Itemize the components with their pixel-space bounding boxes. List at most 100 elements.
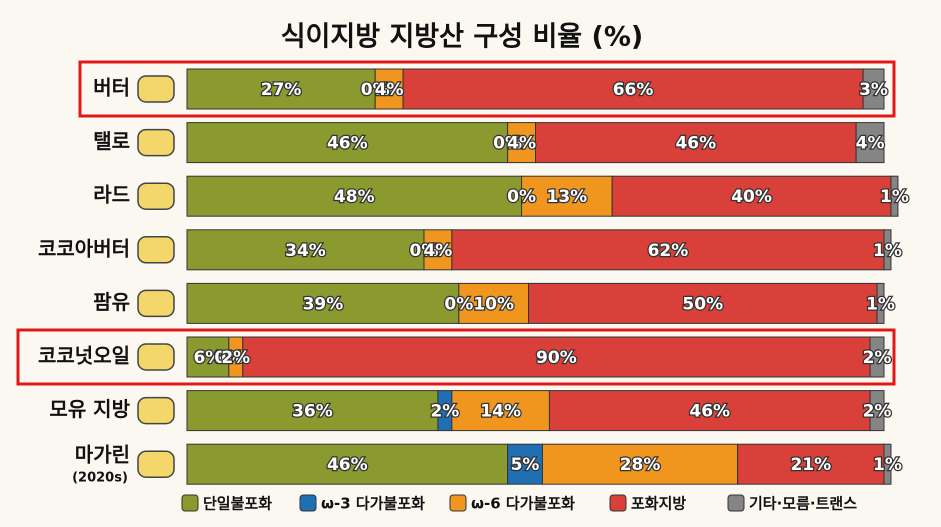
category-label: 팜유 [93,290,130,314]
legend-swatch [609,494,627,512]
bar-segment [883,443,892,485]
data-label: 4% [507,134,536,154]
icon [137,289,175,318]
data-label: 2% [863,402,892,422]
data-label: 48% [334,187,375,207]
icon [137,182,175,210]
bar-segment [451,229,885,271]
legend-swatch [727,494,745,512]
data-label: 50% [682,294,723,314]
bar-segment [535,122,857,164]
bar-segment [883,229,892,271]
bar-segment [507,122,536,164]
bar-segment [458,282,530,324]
data-label: 13% [547,187,588,207]
bar-segment [890,175,899,217]
data-label: 1% [880,187,909,207]
data-label: 21% [790,455,831,475]
data-label: 4% [856,134,885,154]
bar-segment [402,68,864,110]
data-label: 5% [511,455,540,475]
icon [137,75,175,103]
bar-segment [737,443,885,485]
highlight-box [16,328,896,386]
bar-segment [507,443,543,485]
category-label: 코코아버터 [38,236,130,260]
bar-segment [451,390,550,432]
data-label: 39% [303,294,344,314]
legend-label: 기타·모름·트랜스 [749,495,857,513]
bar-segment [869,336,885,378]
icon [137,450,175,478]
data-label: 90% [536,348,577,368]
data-label: 3% [859,80,888,100]
bar-segment [186,175,523,217]
bar-segment [374,68,404,110]
data-label: 1% [873,455,902,475]
data-label: 1% [866,294,895,314]
legend-swatch [449,494,467,512]
data-label: 34% [285,241,326,261]
icon [137,236,175,264]
data-label: 36% [292,402,333,422]
category-label: 코코넛오일 [38,344,130,368]
category-label: 모유 지방 [49,397,130,421]
bar-segment [611,175,892,217]
data-label: 28% [620,455,661,475]
legend-label: ω-6 다가불포화 [471,495,575,513]
data-label: 6% [193,348,222,368]
data-label: 0% [444,294,473,314]
chart-title: 식이지방 지방산 구성 비율 (%) [281,22,644,53]
category-label: 버터 [93,76,130,100]
bar-segment [186,282,460,324]
icon [137,396,175,425]
legend-label: 단일불포화 [203,495,272,513]
category-label: 마가린 [75,443,130,467]
data-label: 62% [648,241,689,261]
data-label: 0% [493,134,522,154]
data-label: 0% [214,348,243,368]
bar-segment [862,68,885,110]
bar-segment [186,229,425,271]
data-label: 10% [473,294,514,314]
data-label: 2% [863,348,892,368]
category-label: 라드 [93,183,130,207]
data-label: 1% [873,241,902,261]
bar-segment [528,282,878,324]
icon [137,343,175,371]
legend-label: 포화지방 [631,495,686,513]
bar-segment [541,443,739,485]
highlight-box [78,60,896,118]
legend-swatch [181,494,199,512]
data-label: 40% [731,187,772,207]
data-label: 2% [430,402,459,422]
data-label: 0% [410,241,439,261]
bar-segment [186,443,509,485]
data-label: 46% [675,134,716,154]
bar-segment [186,336,230,378]
category-sublabel: (2020s) [72,471,128,486]
bar-segment [548,390,871,432]
data-label: 46% [327,455,368,475]
data-label: 14% [480,402,521,422]
legend-label: ω-3 다가불포화 [321,495,425,513]
category-label: 탤로 [93,129,130,153]
bar-segment [876,282,885,324]
data-label: 0% [361,80,390,100]
icon [137,128,175,157]
data-label: 0% [507,187,536,207]
bar-segment [855,122,885,164]
bar-segment [423,229,453,271]
data-label: 46% [327,134,368,154]
data-label: 4% [375,80,404,100]
data-label: 27% [261,80,302,100]
data-label: 2% [221,348,250,368]
data-label: 4% [423,241,452,261]
bar-segment [242,336,871,378]
legend-swatch [299,494,317,512]
bar-segment [869,390,885,432]
bar-segment [186,68,376,110]
data-label: 66% [613,80,654,100]
data-label: 46% [689,402,730,422]
